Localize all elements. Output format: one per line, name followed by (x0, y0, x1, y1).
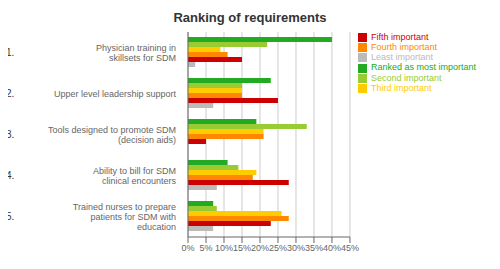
html-text:Fifth important: Fifth important (371, 32, 429, 42)
html-text:Ranking of requirements: Ranking of requirements (173, 10, 327, 25)
svg-text:5%: 5% (199, 243, 212, 253)
html-text:Fourth important: Fourth important (371, 42, 437, 53)
svg-text:40%: 40% (323, 243, 341, 253)
html-text:Third important: Third important (371, 82, 432, 93)
svg-text:0%: 0% (181, 243, 194, 253)
svg-text:Upper level leadership support: Upper level leadership support (54, 89, 177, 99)
svg-text:25%: 25% (269, 243, 287, 253)
svg-text:Ability to bill for SDMclinica: Ability to bill for SDMclinical encounte… (93, 166, 177, 186)
svg-text:35%: 35% (305, 243, 323, 253)
svg-text:2.: 2. (8, 88, 14, 99)
html-text:Least important: Least important (371, 52, 433, 63)
svg-text:5.: 5. (8, 211, 14, 222)
svg-text:20%: 20% (251, 243, 269, 253)
html-text:Second important: Second important (371, 72, 442, 83)
svg-text:45%: 45% (341, 243, 359, 253)
svg-text:10%: 10% (215, 243, 233, 253)
svg-text:Physician training inskillsets: Physician training inskillsets for SDM (96, 43, 176, 63)
svg-text:Tools designed to promote SDM(: Tools designed to promote SDM(decision a… (48, 125, 176, 145)
svg-text:4.: 4. (8, 170, 14, 181)
svg-text:1.: 1. (8, 47, 14, 58)
svg-text:15%: 15% (233, 243, 251, 253)
svg-text:3.: 3. (8, 129, 14, 140)
svg-text:Trained nurses to preparepatie: Trained nurses to preparepatients for SD… (73, 202, 176, 232)
svg-text:30%: 30% (287, 243, 305, 253)
html-text:Ranked as most important: Ranked as most important (371, 62, 476, 73)
